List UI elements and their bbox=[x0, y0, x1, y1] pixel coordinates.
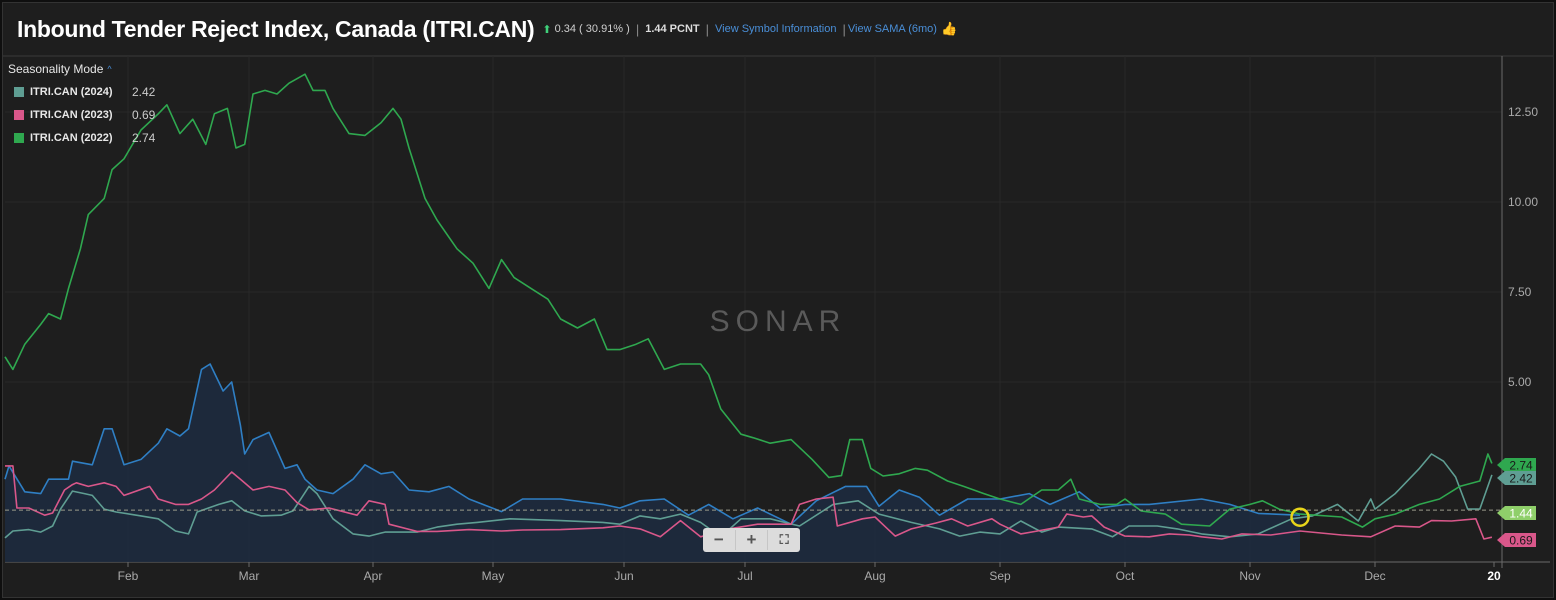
last-value: 1.44 PCNT bbox=[645, 23, 700, 35]
zoom-controls: − + ⛶ bbox=[703, 528, 800, 552]
value-tag-label: 1.44 bbox=[1509, 507, 1533, 521]
legend: Seasonality Mode ^ ITRI.CAN (2024) 2.42 … bbox=[8, 62, 155, 145]
x-tick-label: Jun bbox=[614, 569, 633, 583]
legend-series-value: 0.69 bbox=[132, 108, 156, 122]
legend-swatch bbox=[14, 87, 24, 97]
x-tick-label: Oct bbox=[1116, 569, 1135, 583]
legend-series-name: ITRI.CAN (2023) bbox=[30, 109, 113, 121]
series-area-fill bbox=[5, 364, 1300, 562]
value-tag-label: 2.42 bbox=[1509, 472, 1533, 486]
x-tick-label: Nov bbox=[1239, 569, 1260, 583]
zoom-in-button[interactable]: + bbox=[736, 530, 769, 550]
x-tick-label: Sep bbox=[989, 569, 1011, 583]
divider: | bbox=[842, 21, 846, 37]
seasonality-mode-toggle[interactable]: Seasonality Mode ^ bbox=[8, 62, 155, 76]
seasonality-mode-label: Seasonality Mode bbox=[8, 62, 104, 76]
x-tick-label: Feb bbox=[118, 569, 139, 583]
zoom-out-button[interactable]: − bbox=[703, 530, 736, 550]
x-tick-label: 20 bbox=[1487, 569, 1501, 583]
view-sama-link[interactable]: View SAMA (6mo) bbox=[847, 23, 937, 35]
legend-series-name: ITRI.CAN (2024) bbox=[30, 86, 113, 98]
value-tag bbox=[1497, 458, 1536, 472]
legend-swatch bbox=[14, 133, 24, 143]
x-tick-label: Mar bbox=[239, 569, 260, 583]
value-tag bbox=[1497, 506, 1536, 520]
chart-header: Inbound Tender Reject Index, Canada (ITR… bbox=[3, 3, 1553, 57]
y-tick-label: 7.50 bbox=[1508, 285, 1532, 299]
fullscreen-button[interactable]: ⛶ bbox=[779, 532, 789, 547]
x-tick-label: Apr bbox=[364, 569, 383, 583]
value-tag bbox=[1497, 471, 1536, 485]
divider: | bbox=[635, 21, 640, 37]
x-tick-label: Dec bbox=[1364, 569, 1385, 583]
y-tick-label: 10.00 bbox=[1508, 195, 1538, 209]
series-line-itri-can-2022- bbox=[4, 73, 1493, 528]
sonar-watermark: SONAR bbox=[709, 305, 847, 338]
value-tag bbox=[1497, 533, 1536, 547]
chevron-up-icon: ^ bbox=[107, 64, 112, 74]
legend-item[interactable]: ITRI.CAN (2024) 2.42 bbox=[8, 85, 155, 99]
up-arrow-icon: ⬆ bbox=[542, 23, 552, 36]
legend-series-name: ITRI.CAN (2022) bbox=[30, 132, 113, 144]
view-symbol-information-link[interactable]: View Symbol Information bbox=[715, 23, 837, 35]
series-line-current bbox=[4, 363, 1301, 525]
legend-swatch bbox=[14, 110, 24, 120]
y-tick-label: 5.00 bbox=[1508, 375, 1532, 389]
x-tick-label: Jul bbox=[737, 569, 752, 583]
value-tag-label: 2.74 bbox=[1509, 459, 1533, 473]
series-line-itri-can-2023- bbox=[5, 465, 1493, 540]
value-tag-label: 0.69 bbox=[1509, 534, 1533, 548]
y-tick-label: 12.50 bbox=[1508, 105, 1538, 119]
x-tick-label: May bbox=[482, 569, 505, 583]
legend-item[interactable]: ITRI.CAN (2022) 2.74 bbox=[8, 131, 155, 145]
change-value: 0.34 ( 30.91% ) bbox=[554, 23, 630, 35]
thumbs-up-icon[interactable]: 👍 bbox=[940, 21, 958, 36]
x-tick-label: Aug bbox=[864, 569, 885, 583]
legend-series-value: 2.42 bbox=[132, 85, 156, 99]
chart-title: Inbound Tender Reject Index, Canada (ITR… bbox=[17, 15, 535, 42]
highlight-circle-marker bbox=[1290, 507, 1310, 527]
divider: | bbox=[705, 21, 710, 37]
series-line-itri-can-2024- bbox=[4, 453, 1493, 539]
legend-series-value: 2.74 bbox=[132, 131, 156, 145]
legend-item[interactable]: ITRI.CAN (2023) 0.69 bbox=[8, 108, 155, 122]
